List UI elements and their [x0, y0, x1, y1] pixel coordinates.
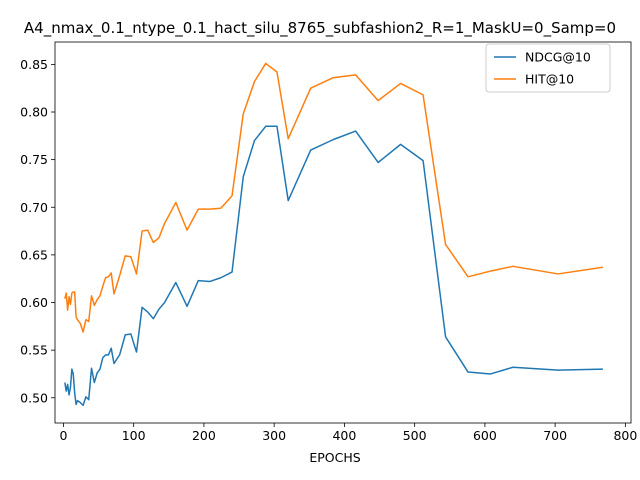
x-tick-label: 800 [613, 428, 637, 443]
series-line-ndcg-10 [64, 125, 603, 407]
x-tick-label: 600 [473, 428, 497, 443]
series-line-hit-10 [64, 62, 604, 333]
y-tick-label: 0.70 [20, 200, 48, 215]
plot-area [64, 62, 604, 407]
chart-title: A4_nmax_0.1_ntype_0.1_hact_silu_8765_sub… [24, 19, 616, 38]
x-tick-label: 200 [192, 428, 216, 443]
y-tick-label: 0.65 [20, 247, 48, 262]
legend-box [485, 43, 611, 93]
y-tick-label: 0.60 [20, 295, 48, 310]
y-tick-label: 0.50 [20, 390, 48, 405]
x-tick-label: 100 [122, 428, 146, 443]
y-tick-label: 0.55 [20, 343, 48, 358]
x-tick-label: 500 [403, 428, 427, 443]
axes-frame [54, 41, 632, 424]
x-tick-label: 700 [543, 428, 567, 443]
x-tick-label: 0 [59, 428, 67, 443]
axes: 0 100 200 300 400 500 600 700 800 0.50 0.55 0.60 0.6… [20, 41, 637, 443]
x-tick-label: 300 [262, 428, 286, 443]
y-tick-label: 0.85 [20, 57, 48, 72]
legend-entry-label: HIT@10 [525, 72, 574, 87]
x-axis-label: EPOCHS [309, 450, 360, 465]
y-tick-label: 0.75 [20, 152, 48, 167]
x-tick-label: 400 [332, 428, 356, 443]
legend-entry-label: NDCG@10 [525, 50, 591, 65]
legend: NDCG@10 HIT@10 [485, 43, 611, 93]
y-tick-label: 0.80 [20, 105, 48, 120]
